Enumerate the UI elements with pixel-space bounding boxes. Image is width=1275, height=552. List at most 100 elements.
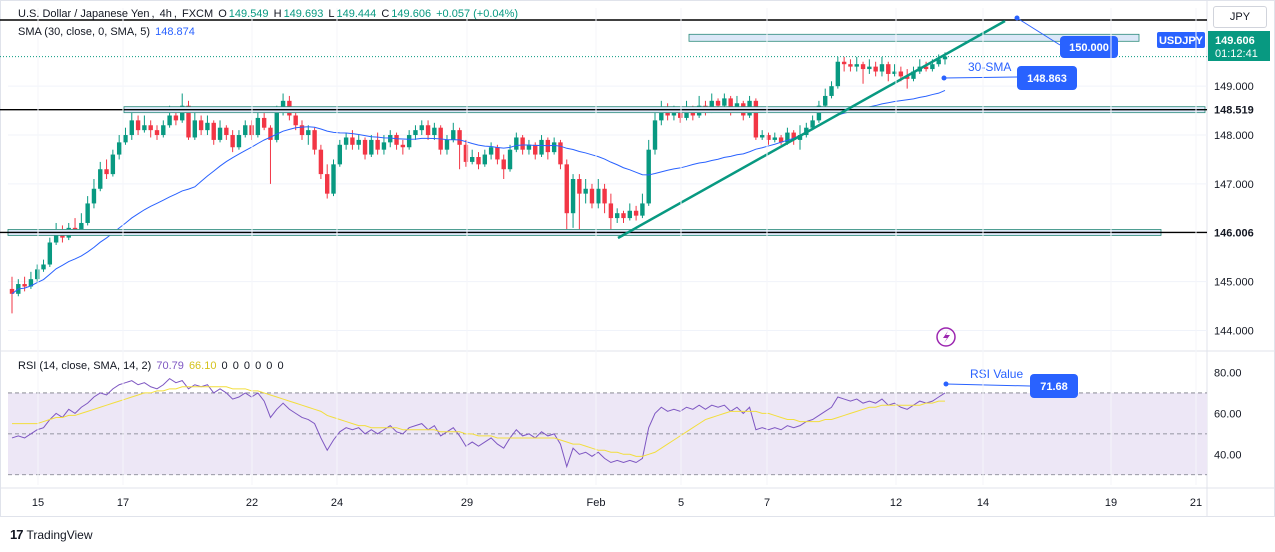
candle-body bbox=[564, 164, 569, 214]
candle-body bbox=[898, 71, 904, 77]
rsi-extra-2: 0 bbox=[243, 360, 251, 372]
price-tick-label: 144.000 bbox=[1214, 325, 1254, 337]
candle-body bbox=[684, 110, 689, 118]
candle-body bbox=[419, 125, 424, 131]
candle-body bbox=[312, 130, 317, 150]
candle-body bbox=[810, 120, 815, 128]
candle-body bbox=[306, 130, 311, 136]
candle-body bbox=[463, 144, 469, 162]
level-label: 148.519 bbox=[1214, 105, 1254, 117]
callout-text-rsi: 71.68 bbox=[1040, 381, 1068, 393]
candle-body bbox=[942, 56, 948, 60]
candle-body bbox=[91, 188, 97, 204]
price-tick-label: 147.000 bbox=[1214, 179, 1254, 191]
sma-legend[interactable]: SMA (30, close, 0, SMA, 5) 148.874 bbox=[18, 26, 197, 38]
candle-body bbox=[217, 127, 223, 140]
tradingview-logo: 17 TradingView bbox=[10, 527, 93, 542]
time-tick-label: Feb bbox=[587, 497, 606, 509]
candle-body bbox=[104, 169, 109, 175]
callout-line-sma bbox=[943, 76, 1018, 79]
callout-text-sma: 148.863 bbox=[1027, 73, 1067, 85]
candle-body bbox=[350, 137, 355, 145]
candle-body bbox=[35, 269, 40, 280]
candle-body bbox=[261, 117, 267, 128]
candle-body bbox=[520, 137, 525, 150]
rsi-legend[interactable]: RSI (14, close, SMA, 14, 2) 70.79 66.10 … bbox=[18, 360, 286, 372]
callout-line-150 bbox=[1016, 17, 1061, 46]
candle-body bbox=[167, 115, 172, 126]
level-label-bg bbox=[1208, 224, 1268, 241]
candle-body bbox=[274, 110, 279, 140]
price-label-bg bbox=[1208, 31, 1270, 61]
candle-body bbox=[394, 135, 399, 145]
candle-body bbox=[116, 142, 122, 155]
candle-body bbox=[596, 188, 601, 204]
candle-body bbox=[230, 135, 235, 148]
ohlc-open: 149.549 bbox=[228, 8, 269, 20]
candle-body bbox=[318, 149, 324, 175]
ohlc-low: 149.444 bbox=[336, 8, 377, 20]
time-tick-label: 29 bbox=[461, 497, 473, 509]
candle-body bbox=[444, 139, 450, 150]
candle-body bbox=[198, 120, 204, 131]
time-tick-label: 14 bbox=[977, 497, 989, 509]
sma-annotation: 30-SMA bbox=[968, 60, 1011, 74]
candle-body bbox=[369, 139, 374, 155]
price-tick-label: 149.000 bbox=[1214, 81, 1254, 93]
candle-body bbox=[879, 64, 885, 72]
level-label-bg bbox=[1208, 101, 1268, 118]
price-label-text: 149.606 bbox=[1215, 35, 1255, 47]
candle-body bbox=[255, 117, 261, 136]
rsi-extra-1: 0 bbox=[232, 360, 239, 372]
currency-button[interactable]: JPY bbox=[1213, 6, 1267, 28]
candle-body bbox=[646, 149, 651, 204]
trendline bbox=[617, 19, 1006, 240]
candle-body bbox=[135, 120, 141, 131]
symbol-tag bbox=[1157, 32, 1205, 48]
candle-body bbox=[432, 127, 437, 136]
candle-body bbox=[154, 130, 160, 136]
candle-body bbox=[161, 125, 166, 136]
candle-body bbox=[753, 100, 759, 138]
time-tick-label: 5 bbox=[678, 497, 684, 509]
candle-body bbox=[293, 115, 298, 126]
candle-body bbox=[930, 64, 935, 70]
candle-body bbox=[841, 61, 847, 65]
rsi-line bbox=[11, 377, 946, 469]
candle-body bbox=[772, 137, 777, 140]
candle-body bbox=[142, 125, 147, 131]
candle-body bbox=[936, 59, 941, 65]
candle-body bbox=[413, 130, 418, 136]
candle-body bbox=[123, 135, 128, 143]
candle-body bbox=[570, 179, 576, 214]
candle-body bbox=[583, 188, 588, 194]
candle-body bbox=[53, 230, 59, 243]
candle-body bbox=[224, 127, 229, 136]
rsi-extra-0: 0 bbox=[221, 360, 228, 372]
candle-body bbox=[526, 144, 532, 150]
candle-body bbox=[873, 66, 878, 72]
candle-body bbox=[633, 210, 639, 216]
candle-body bbox=[766, 135, 771, 140]
flash-icon-bolt bbox=[943, 331, 950, 343]
sma-value: 148.874 bbox=[155, 26, 195, 38]
rsi-tick-label: 40.00 bbox=[1214, 449, 1242, 461]
callout-dot bbox=[943, 381, 949, 387]
time-tick-label: 15 bbox=[32, 497, 44, 509]
candle-body bbox=[558, 142, 563, 165]
exchange: FXCM bbox=[181, 8, 214, 20]
time-tick-label: 21 bbox=[1190, 497, 1202, 509]
candle-body bbox=[886, 64, 891, 74]
candle-body bbox=[501, 159, 506, 170]
candle-body bbox=[602, 188, 607, 204]
candle-body bbox=[495, 147, 500, 160]
candle-body bbox=[98, 169, 103, 189]
candle-body bbox=[381, 142, 387, 150]
interval: 4h bbox=[159, 8, 172, 20]
candle-body bbox=[507, 149, 513, 170]
candle-body bbox=[797, 135, 803, 140]
candle-body bbox=[823, 95, 828, 106]
candle-body bbox=[892, 71, 897, 74]
level-label: 146.006 bbox=[1214, 227, 1254, 239]
